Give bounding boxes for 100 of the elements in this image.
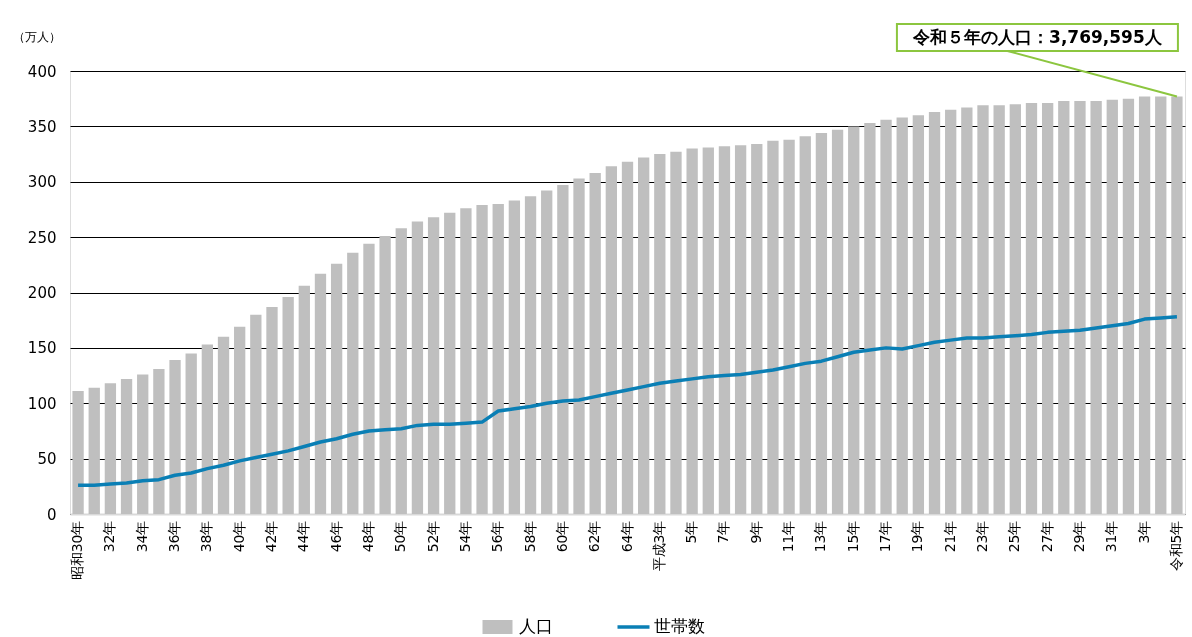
bar xyxy=(605,166,617,514)
y-tick-label: 0 xyxy=(46,505,57,524)
x-tick-label: 平成3年 xyxy=(650,520,667,572)
x-tick-label: 9年 xyxy=(747,520,764,544)
bar xyxy=(444,212,456,514)
x-tick-label: 52年 xyxy=(424,520,441,553)
bar xyxy=(848,126,860,514)
bar xyxy=(670,151,682,514)
bar xyxy=(314,273,327,514)
x-tick-label: 19年 xyxy=(909,520,926,553)
bar xyxy=(201,344,214,514)
bar xyxy=(1041,103,1054,514)
bar xyxy=(831,129,844,514)
bar xyxy=(783,139,795,514)
bar xyxy=(492,203,504,514)
y-tick-label: 250 xyxy=(27,228,57,247)
legend-label: 世帯数 xyxy=(653,616,705,636)
bar xyxy=(541,190,553,514)
bar xyxy=(751,144,763,514)
x-tick-label: 23年 xyxy=(974,520,991,553)
x-tick-label: 令和5年 xyxy=(1167,520,1184,572)
x-tick-label: 27年 xyxy=(1038,520,1055,553)
x-tick-label: 38年 xyxy=(198,520,215,553)
bar xyxy=(1106,99,1118,514)
bar xyxy=(864,123,876,514)
x-tick-label: 3年 xyxy=(1135,520,1152,544)
x-tick-label: 15年 xyxy=(844,520,861,553)
y-tick-label: 300 xyxy=(27,173,57,192)
x-tick-label: 31年 xyxy=(1103,520,1120,553)
line-series xyxy=(76,315,1179,487)
bar xyxy=(1074,100,1086,514)
bar xyxy=(153,368,165,514)
bar xyxy=(702,147,714,514)
y-tick-label: 100 xyxy=(27,394,57,413)
bar xyxy=(1122,98,1135,514)
bar xyxy=(896,117,908,514)
bar xyxy=(557,185,569,514)
x-tick-label: 29年 xyxy=(1070,520,1087,553)
bar xyxy=(363,243,375,514)
bar xyxy=(137,374,149,514)
bar xyxy=(799,136,811,514)
bar xyxy=(1138,96,1151,514)
legend-label: 人口 xyxy=(518,616,553,636)
bar xyxy=(508,200,521,514)
bar xyxy=(1025,103,1038,514)
bar xyxy=(72,391,84,514)
x-tick-label: 25年 xyxy=(1006,520,1023,553)
bar xyxy=(928,111,941,514)
y-tick-label: 350 xyxy=(27,117,57,136)
x-tick-label: 34年 xyxy=(133,520,150,553)
bar xyxy=(120,378,133,514)
bar xyxy=(589,172,601,514)
x-tick-label: 21年 xyxy=(941,520,958,553)
bar xyxy=(347,252,359,514)
x-tick-label: 昭和30年 xyxy=(69,520,86,581)
bar xyxy=(1155,96,1167,514)
bar xyxy=(961,107,973,514)
bar xyxy=(815,133,828,514)
y-tick-label: 150 xyxy=(27,339,57,358)
bar xyxy=(476,205,488,514)
bar xyxy=(1058,100,1070,514)
x-tick-label: 62年 xyxy=(586,520,603,553)
bar xyxy=(379,236,391,514)
x-tick-label: 13年 xyxy=(812,520,829,553)
x-tick-label: 54年 xyxy=(456,520,473,553)
bar xyxy=(638,157,650,514)
bar xyxy=(395,228,407,514)
x-tick-label: 60年 xyxy=(553,520,570,553)
bar xyxy=(298,285,310,514)
x-tick-label: 7年 xyxy=(715,520,732,544)
x-tick-label: 46年 xyxy=(327,520,344,553)
annotation: 令和５年の人口：3,769,595人 xyxy=(912,26,1163,47)
x-tick-label: 56年 xyxy=(489,520,506,553)
x-tick-label: 11年 xyxy=(780,520,797,553)
bar xyxy=(427,217,440,514)
bar xyxy=(104,383,117,514)
bar xyxy=(912,115,925,514)
bar xyxy=(977,105,989,514)
x-tick-label: 42年 xyxy=(262,520,279,553)
bar xyxy=(734,145,747,514)
bar xyxy=(234,326,246,514)
bar xyxy=(1009,104,1021,514)
bar xyxy=(88,387,100,514)
bar xyxy=(282,296,294,514)
bar xyxy=(185,353,197,514)
x-tick-label: 36年 xyxy=(166,520,183,553)
bar xyxy=(880,119,892,514)
bar xyxy=(573,178,585,514)
bar xyxy=(524,196,537,514)
bar xyxy=(1171,96,1183,514)
x-tick-label: 64年 xyxy=(618,520,635,553)
bar xyxy=(411,221,424,514)
bar xyxy=(654,154,666,514)
bar xyxy=(686,148,698,514)
x-tick-label: 48年 xyxy=(359,520,376,553)
x-tick-label: 5年 xyxy=(683,520,700,544)
x-tick-label: 32年 xyxy=(101,520,118,553)
bar xyxy=(1090,100,1102,514)
bar xyxy=(993,105,1005,514)
bar xyxy=(169,360,181,514)
